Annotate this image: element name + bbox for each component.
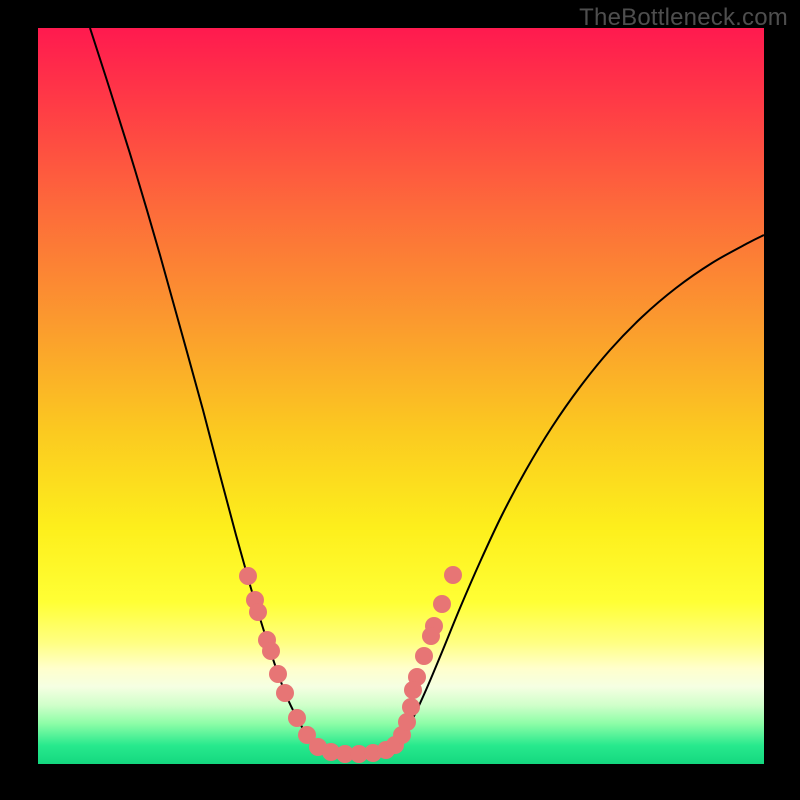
data-point bbox=[276, 684, 294, 702]
data-point bbox=[415, 647, 433, 665]
data-point bbox=[402, 698, 420, 716]
plot-area bbox=[38, 28, 764, 764]
data-point bbox=[433, 595, 451, 613]
data-point bbox=[404, 681, 422, 699]
chart-svg bbox=[0, 0, 800, 800]
data-point bbox=[239, 567, 257, 585]
data-point bbox=[288, 709, 306, 727]
data-point bbox=[422, 627, 440, 645]
data-point bbox=[262, 642, 280, 660]
watermark-text: TheBottleneck.com bbox=[579, 4, 788, 32]
data-point bbox=[269, 665, 287, 683]
data-point bbox=[249, 603, 267, 621]
chart-root: TheBottleneck.com bbox=[0, 0, 800, 800]
data-point bbox=[444, 566, 462, 584]
